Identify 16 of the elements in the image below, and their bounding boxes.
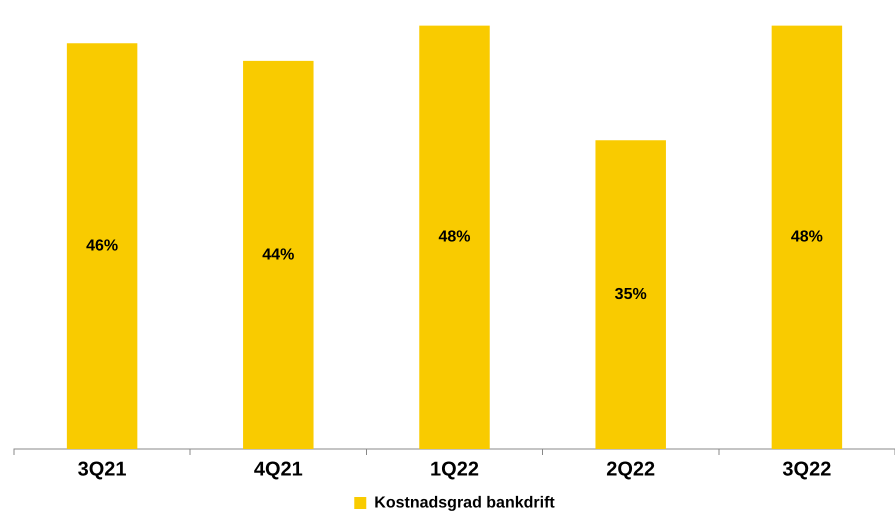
data-label: 44% <box>262 246 294 264</box>
bar <box>595 140 666 449</box>
bar <box>66 43 138 449</box>
x-tick-label: 2Q22 <box>606 458 656 481</box>
bar <box>772 26 842 449</box>
x-tick-label: 3Q21 <box>78 458 127 481</box>
data-label: 48% <box>438 228 471 246</box>
data-label: 35% <box>614 286 647 304</box>
x-tick-label: 4Q21 <box>254 458 303 481</box>
x-tick-label: 3Q22 <box>782 458 832 481</box>
data-label: 46% <box>86 238 118 255</box>
bar <box>243 60 314 449</box>
x-tick-label: 1Q22 <box>430 458 479 481</box>
legend-label: Kostnadsgrad bankdrift <box>374 494 556 512</box>
bar <box>419 26 490 449</box>
data-label: 48% <box>790 228 823 246</box>
